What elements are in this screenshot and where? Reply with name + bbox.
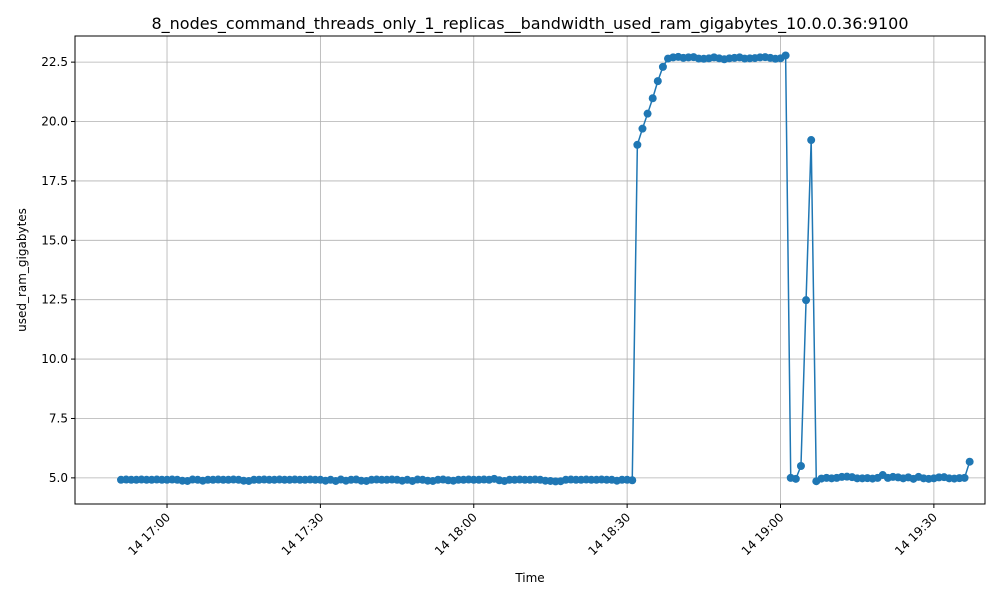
- data-point: [628, 476, 637, 485]
- plot-frame: [74, 35, 986, 505]
- data-point: [653, 77, 662, 86]
- y-tick-label: 15.0: [41, 233, 68, 247]
- data-point: [791, 474, 800, 483]
- data-point: [648, 94, 657, 103]
- y-tick-label: 20.0: [41, 115, 68, 129]
- y-tick-label: 17.5: [41, 174, 68, 188]
- x-axis-title: Time: [514, 571, 544, 585]
- y-axis-title: used_ram_gigabytes: [15, 208, 29, 332]
- y-axis: 5.0 7.5 10.0 12.5 15.0 17.5 20.0 22.5: [41, 55, 75, 485]
- data-point: [658, 62, 667, 71]
- y-tick-label: 12.5: [41, 293, 68, 307]
- y-tick-label: 10.0: [41, 352, 68, 366]
- series-layer: [117, 51, 974, 486]
- data-point: [960, 473, 969, 482]
- chart-title: 8_nodes_command_threads_only_1_replicas_…: [151, 14, 908, 34]
- data-point: [965, 457, 974, 466]
- data-point: [807, 136, 816, 145]
- data-point: [643, 109, 652, 118]
- data-point: [781, 51, 790, 60]
- grid-lines: [75, 36, 985, 504]
- y-tick-label: 22.5: [41, 55, 68, 69]
- y-tick-label: 5.0: [49, 471, 68, 485]
- y-tick-label: 7.5: [49, 411, 68, 425]
- data-point: [633, 140, 642, 149]
- data-point: [796, 461, 805, 470]
- data-point: [638, 124, 647, 133]
- data-point: [802, 296, 811, 305]
